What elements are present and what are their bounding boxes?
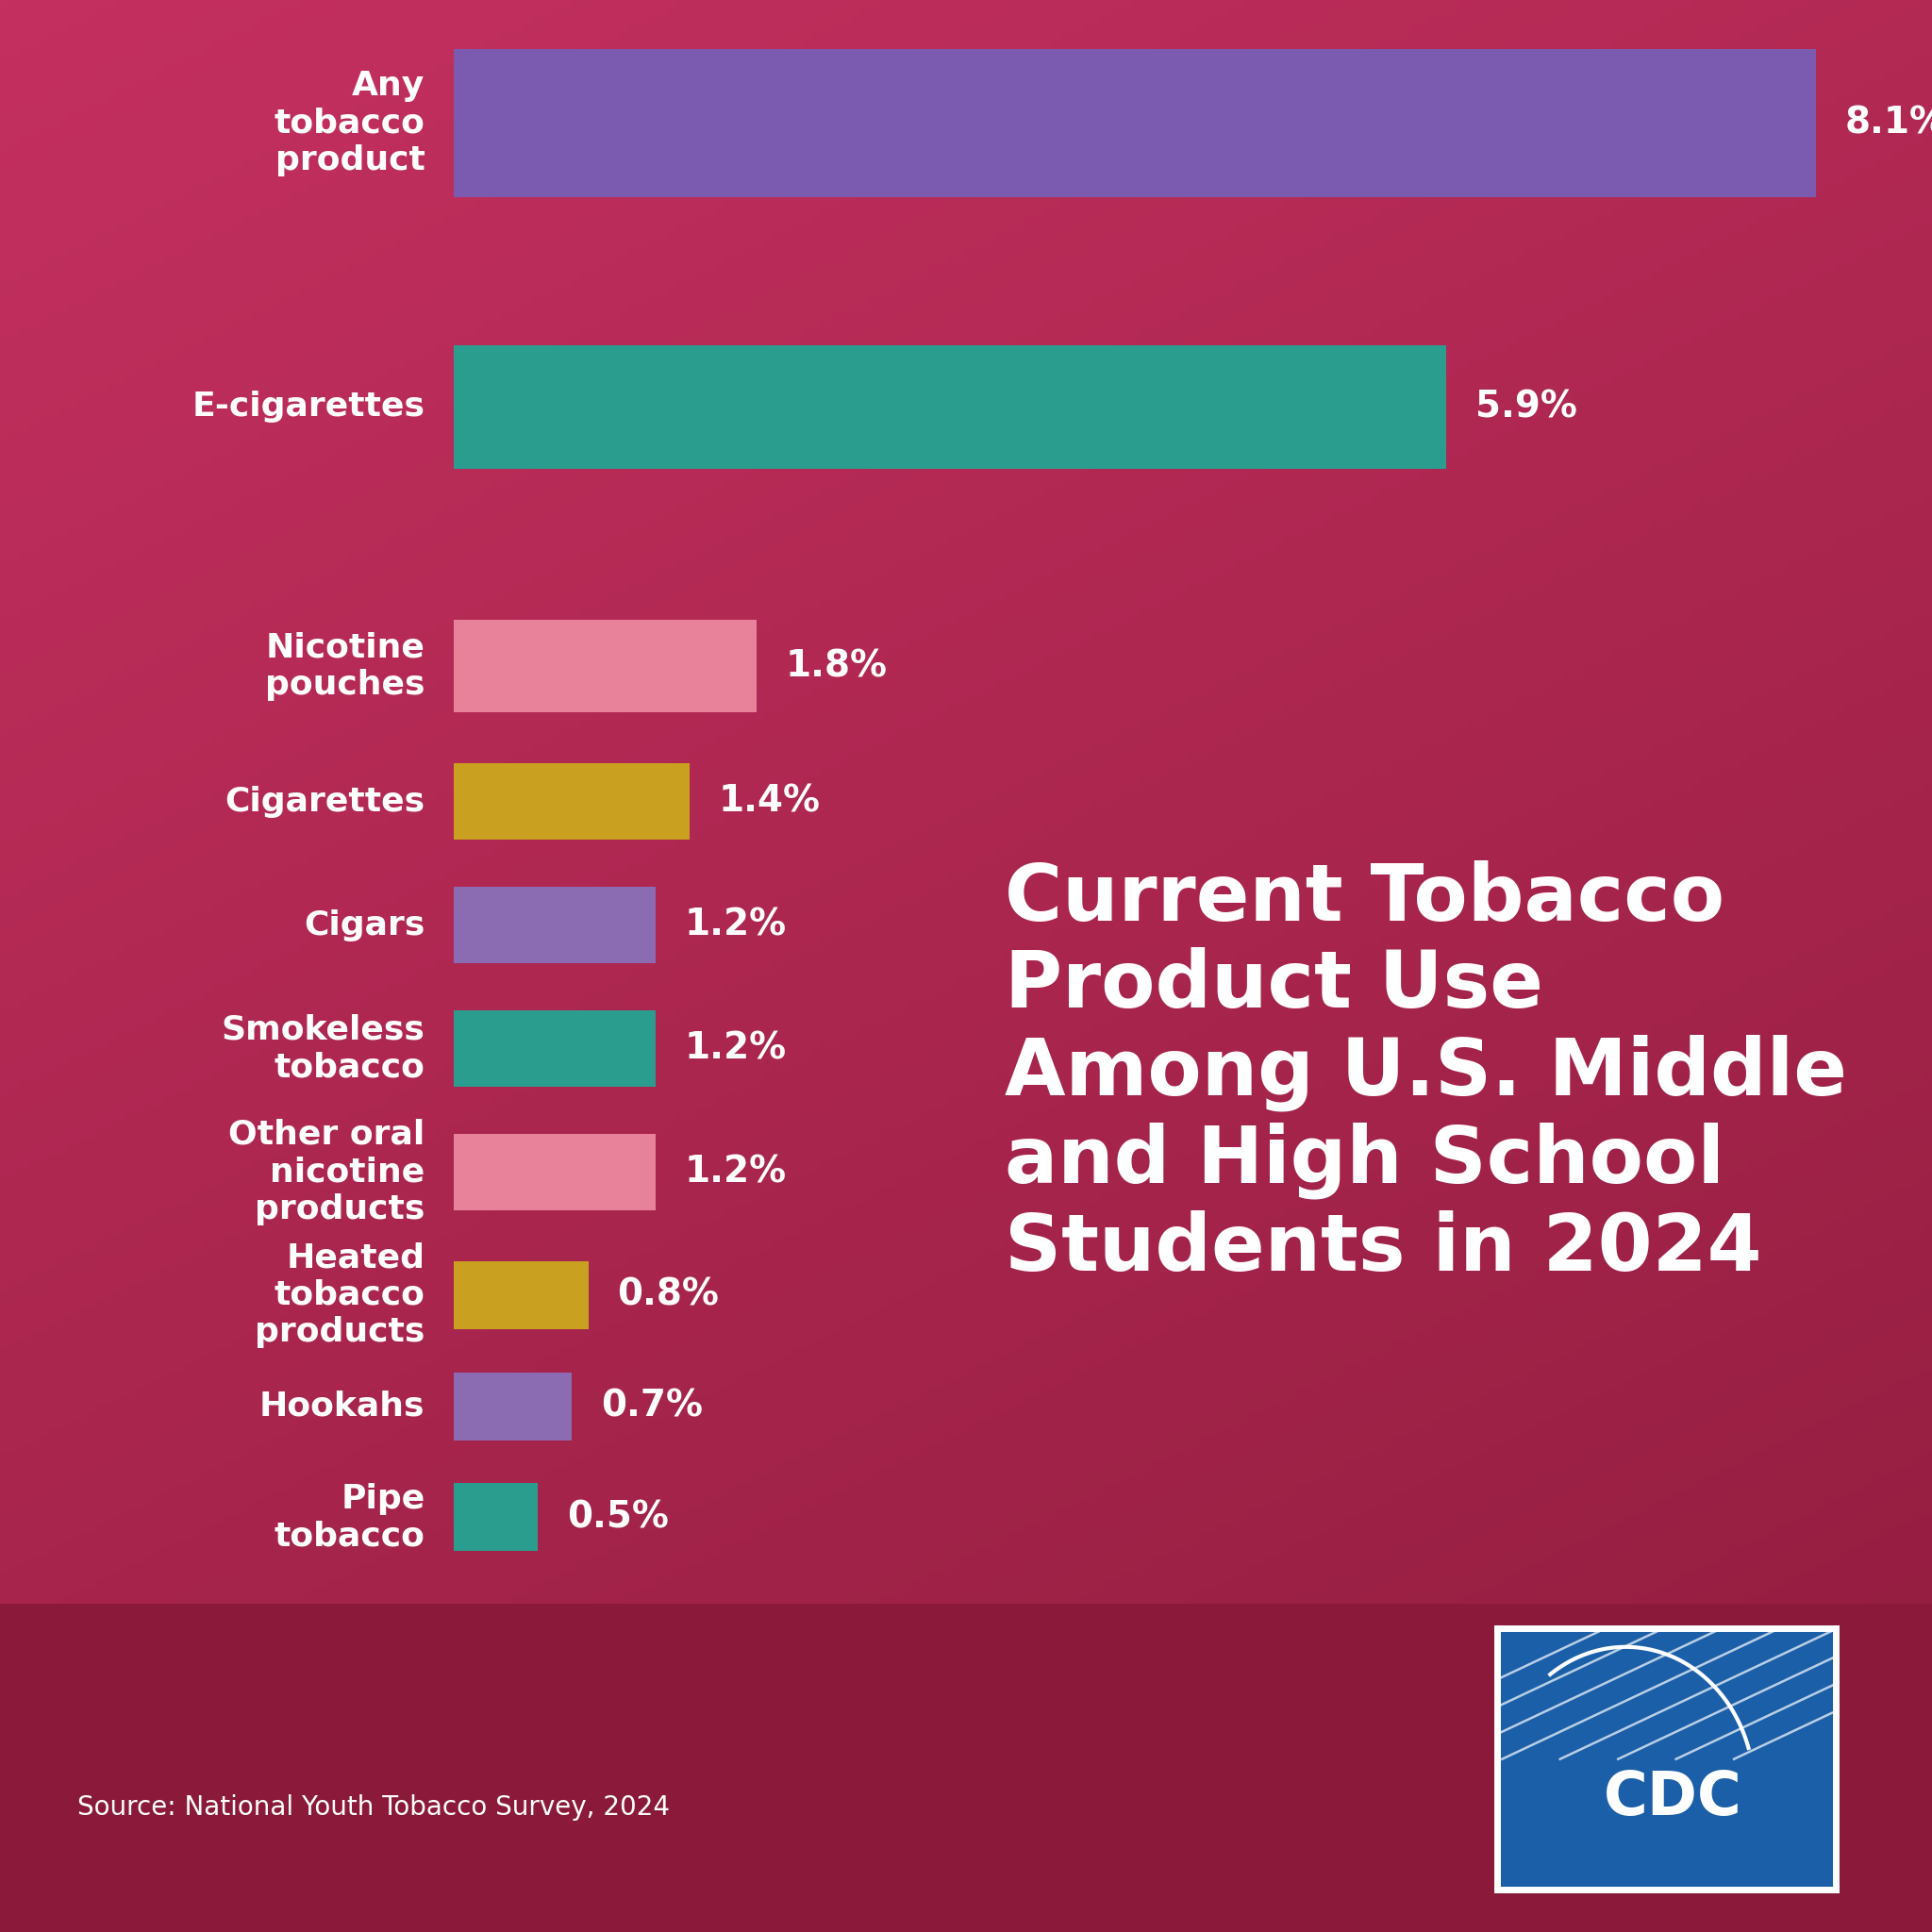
Bar (454, 1262, 589, 1329)
Bar (454, 887, 655, 964)
Bar (454, 1134, 655, 1209)
Bar (454, 1484, 539, 1551)
Text: Cigarettes: Cigarettes (224, 786, 425, 817)
Text: Current Tobacco
Product Use
Among U.S. Middle
and High School
Students in 2024: Current Tobacco Product Use Among U.S. M… (1005, 860, 1847, 1287)
Bar (454, 763, 690, 840)
Text: 1.8%: 1.8% (786, 647, 887, 684)
Text: Hookahs: Hookahs (259, 1391, 425, 1422)
Bar (454, 1372, 572, 1439)
Text: Heated
tobacco
products: Heated tobacco products (255, 1242, 425, 1349)
Text: 1.2%: 1.2% (684, 1153, 786, 1190)
Text: 0.7%: 0.7% (601, 1389, 703, 1424)
Text: Pipe
tobacco: Pipe tobacco (274, 1482, 425, 1551)
Text: 0.8%: 0.8% (618, 1277, 719, 1314)
Text: Smokeless
tobacco: Smokeless tobacco (222, 1014, 425, 1084)
Text: 1.4%: 1.4% (719, 784, 821, 819)
Bar (454, 50, 1816, 197)
Text: Other oral
nicotine
products: Other oral nicotine products (228, 1119, 425, 1225)
Text: Source: National Youth Tobacco Survey, 2024: Source: National Youth Tobacco Survey, 2… (77, 1795, 670, 1820)
Bar (454, 346, 1447, 469)
Text: Any
tobacco
product: Any tobacco product (274, 70, 425, 176)
Bar (454, 1010, 655, 1086)
Text: Cigars: Cigars (303, 910, 425, 941)
Text: CDC: CDC (1604, 1770, 1743, 1828)
Text: 0.5%: 0.5% (568, 1499, 668, 1536)
Text: Nicotine
pouches: Nicotine pouches (265, 632, 425, 701)
Bar (454, 620, 757, 713)
Text: 5.9%: 5.9% (1476, 388, 1577, 425)
Text: 1.2%: 1.2% (684, 1030, 786, 1066)
Text: 8.1%: 8.1% (1845, 106, 1932, 141)
Text: E-cigarettes: E-cigarettes (191, 390, 425, 423)
Text: 1.2%: 1.2% (684, 908, 786, 943)
